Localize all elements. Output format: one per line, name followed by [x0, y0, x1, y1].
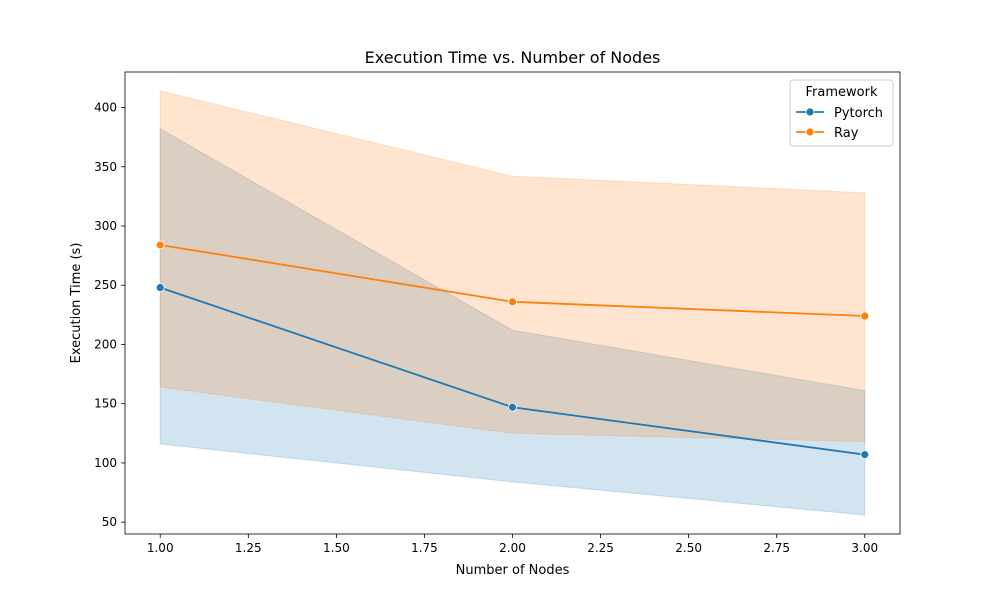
x-tick-label: 3.00 [851, 541, 878, 555]
x-tick-label: 2.50 [675, 541, 702, 555]
data-point-ray [508, 297, 517, 307]
y-tick-label: 400 [94, 101, 117, 115]
ci-band-pytorch [159, 128, 866, 516]
y-axis-label: Execution Time (s) [69, 243, 84, 364]
data-point-ray [860, 311, 870, 321]
legend-label-pytorch: Pytorch [834, 106, 883, 121]
x-axis-ticks: 1.00 1.25 1.50 1.75 2.00 2.25 2.50 2.75 3.00 [147, 534, 878, 555]
confidence-bands [159, 90, 866, 516]
legend-marker-ray [805, 127, 815, 137]
data-point-pytorch [860, 450, 870, 460]
legend-title: Framework [806, 85, 878, 100]
legend-label-ray: Ray [834, 126, 859, 141]
y-tick-label: 50 [102, 515, 117, 529]
chart-title: Execution Time vs. Number of Nodes [365, 48, 661, 67]
x-tick-label: 2.75 [763, 541, 790, 555]
y-tick-label: 100 [94, 456, 117, 470]
x-tick-label: 2.00 [499, 541, 526, 555]
y-tick-label: 300 [94, 219, 117, 233]
x-tick-label: 2.25 [587, 541, 614, 555]
x-axis-label: Number of Nodes [456, 563, 570, 578]
data-point-pytorch [508, 402, 517, 412]
ci-band-ray [159, 90, 866, 443]
y-tick-label: 200 [94, 337, 117, 351]
x-tick-label: 1.25 [235, 541, 262, 555]
x-tick-label: 1.00 [147, 541, 174, 555]
y-axis-ticks: 50 100 150 200 250 300 350 400 [94, 101, 125, 529]
data-point-pytorch [155, 283, 165, 293]
y-tick-label: 350 [94, 160, 117, 174]
y-tick-label: 150 [94, 397, 117, 411]
x-tick-label: 1.75 [411, 541, 438, 555]
y-tick-label: 250 [94, 278, 117, 292]
legend-marker-pytorch [805, 107, 815, 117]
series-markers [155, 240, 870, 460]
data-point-ray [155, 240, 165, 250]
x-tick-label: 1.50 [323, 541, 350, 555]
legend-box [789, 79, 894, 147]
legend: Framework Pytorch Ray [789, 79, 894, 147]
